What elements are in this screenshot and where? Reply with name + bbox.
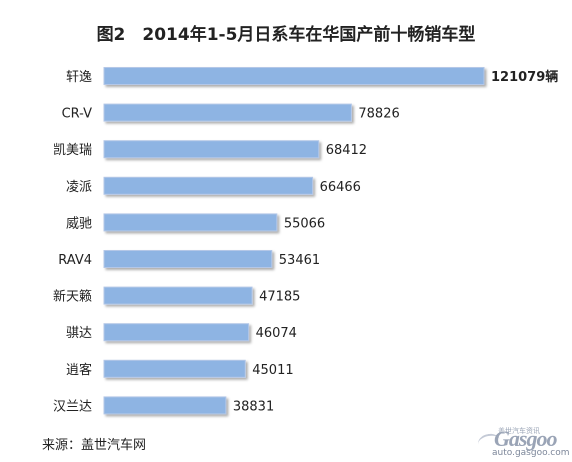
data-label: 53461 [279, 253, 320, 268]
bar [103, 250, 273, 268]
data-label: 121079辆 [491, 69, 558, 85]
bar [103, 359, 246, 378]
watermark-tagline: 盖世汽车资讯 [498, 427, 540, 435]
chart-title: 图2 2014年1-5月日系车在华国产前十畅销车型 [96, 25, 476, 45]
category-label: 威驰 [66, 216, 92, 231]
category-label: 凯美瑞 [53, 143, 92, 158]
category-label: RAV4 [58, 253, 92, 268]
watermark-url: auto.gasgoo.com [492, 448, 570, 458]
bar [103, 286, 253, 305]
bar [103, 176, 314, 195]
watermark-brand: Gasgoo [494, 426, 557, 451]
bar [103, 103, 352, 122]
data-label: 68412 [326, 143, 367, 158]
category-label: 新天籁 [53, 289, 92, 305]
bar [103, 213, 278, 232]
bars-layer: 轩逸 121079辆 CR-V 78826 凯美瑞 68412 凌派 66466 威驰 55066… [53, 67, 558, 415]
data-label: 45011 [252, 363, 293, 378]
data-label: 55066 [284, 216, 325, 231]
category-label: 骐达 [66, 326, 92, 341]
category-label: 凌派 [66, 180, 92, 195]
bar [103, 67, 485, 85]
bar [103, 396, 227, 415]
category-label: 轩逸 [66, 70, 92, 85]
data-label: 78826 [358, 107, 399, 122]
bar [103, 323, 250, 342]
bar [103, 140, 320, 159]
data-label: 66466 [320, 180, 361, 195]
data-label: 38831 [233, 399, 274, 414]
category-label: CR-V [62, 107, 93, 122]
source-note: 来源：盖世汽车网 [42, 438, 147, 453]
data-label: 47185 [259, 290, 300, 305]
data-label: 46074 [256, 326, 297, 341]
category-label: 逍客 [66, 362, 92, 378]
gasgoo-watermark: 盖世汽车资讯 Gasgoo auto.gasgoo.com [470, 426, 570, 460]
category-label: 汉兰达 [53, 399, 92, 414]
